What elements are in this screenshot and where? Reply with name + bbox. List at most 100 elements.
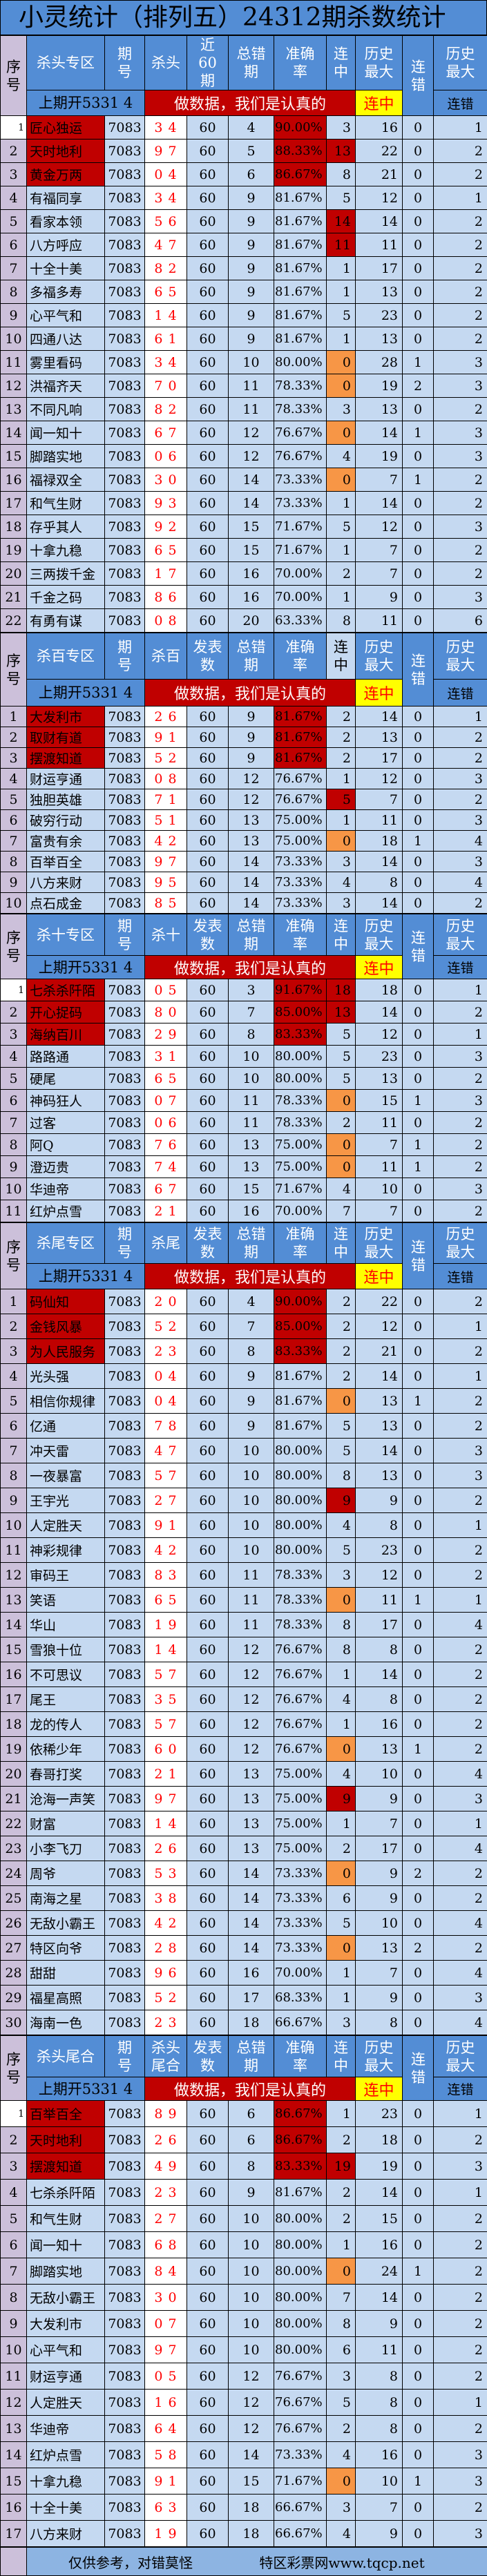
header-history-max: 历史最大 xyxy=(356,914,403,956)
row-history-max: 14 xyxy=(356,1439,403,1463)
row-accuracy: 81.67% xyxy=(274,210,327,233)
row-history-max: 11 xyxy=(356,609,403,633)
row-history-max: 13 xyxy=(356,327,403,351)
row-errors: 10 xyxy=(229,1046,274,1068)
row-period: 7083 xyxy=(105,1538,145,1563)
row-history-max: 8 xyxy=(356,2363,403,2390)
row-name: 周爷 xyxy=(27,1861,105,1886)
row-miss: 1 xyxy=(403,2468,434,2495)
row-streak: 5 xyxy=(327,1911,356,1936)
row-seq: 14 xyxy=(1,421,27,445)
row-history-max: 8 xyxy=(356,1637,403,1662)
row-kill-digits: 0 6 xyxy=(145,445,187,468)
row-history-max-miss: 2 xyxy=(434,1414,487,1439)
row-kill-digits: 0 8 xyxy=(145,609,187,633)
row-count: 60 xyxy=(187,2442,229,2468)
row-period: 7083 xyxy=(105,1090,145,1112)
table-row: 6 神码狂人 7083 0 7 60 11 78.33% 0 15 1 3 xyxy=(1,1090,487,1112)
row-errors: 10 xyxy=(229,1538,274,1563)
row-seq: 12 xyxy=(1,1563,27,1588)
row-miss: 0 xyxy=(403,1836,434,1861)
row-errors: 11 xyxy=(229,398,274,421)
row-count: 60 xyxy=(187,727,229,748)
row-history-max-miss: 2 xyxy=(434,1389,487,1414)
row-streak: 4 xyxy=(327,2521,356,2547)
row-errors: 6 xyxy=(229,163,274,186)
row-count: 60 xyxy=(187,789,229,810)
row-errors: 9 xyxy=(229,1389,274,1414)
row-errors: 16 xyxy=(229,1200,274,1222)
header-history-max: 历史最大 xyxy=(356,1223,403,1264)
row-name: 金钱风暴 xyxy=(27,1314,105,1339)
row-errors: 10 xyxy=(229,2206,274,2232)
row-kill-digits: 2 3 xyxy=(145,2180,187,2206)
row-count: 60 xyxy=(187,1488,229,1513)
row-count: 60 xyxy=(187,1637,229,1662)
row-accuracy: 81.67% xyxy=(274,748,327,769)
row-period: 7083 xyxy=(105,2416,145,2442)
row-count: 60 xyxy=(187,852,229,872)
row-history-max: 10 xyxy=(356,1178,403,1200)
row-accuracy: 68.33% xyxy=(274,1986,327,2010)
row-count: 60 xyxy=(187,2180,229,2206)
row-history-max-miss: 3 xyxy=(434,852,487,872)
row-period: 7083 xyxy=(105,2442,145,2468)
row-kill-digits: 1 4 xyxy=(145,1637,187,1662)
row-history-max-miss: 1 xyxy=(434,979,487,1001)
row-name: 福禄双全 xyxy=(27,468,105,492)
row-seq: 15 xyxy=(1,445,27,468)
row-history-max-miss: 2 xyxy=(434,1712,487,1737)
row-history-max: 28 xyxy=(356,351,403,374)
row-count: 60 xyxy=(187,586,229,609)
row-kill-digits: 8 3 xyxy=(145,1563,187,1588)
row-accuracy: 76.67% xyxy=(274,445,327,468)
row-history-max: 9 xyxy=(356,1787,403,1811)
row-seq: 10 xyxy=(1,893,27,914)
row-accuracy: 80.00% xyxy=(274,1513,327,1538)
row-history-max: 11 xyxy=(356,233,403,257)
row-history-max-miss: 4 xyxy=(434,1961,487,1986)
row-miss: 0 xyxy=(403,789,434,810)
row-miss: 1 xyxy=(403,421,434,445)
row-name: 七杀杀阡陌 xyxy=(27,979,105,1001)
row-seq: 12 xyxy=(1,374,27,398)
row-miss: 0 xyxy=(403,748,434,769)
row-streak: 18 xyxy=(327,979,356,1001)
row-errors: 12 xyxy=(229,421,274,445)
row-streak: 1 xyxy=(327,1712,356,1737)
row-accuracy: 86.67% xyxy=(274,2101,327,2127)
table-row: 11 神彩规律 7083 4 2 60 10 80.00% 5 23 0 2 xyxy=(1,1538,487,1563)
row-name: 小李飞刀 xyxy=(27,1836,105,1861)
table-row: 9 大发利市 7083 0 7 60 10 80.00% 8 9 0 2 xyxy=(1,2311,487,2337)
row-history-max: 8 xyxy=(356,2416,403,2442)
row-accuracy: 81.67% xyxy=(274,1414,327,1439)
row-count: 60 xyxy=(187,468,229,492)
row-history-max: 8 xyxy=(356,1513,403,1538)
row-name: 八方呼应 xyxy=(27,233,105,257)
header-kill: 杀头尾合 xyxy=(145,2036,187,2077)
row-kill-digits: 2 9 xyxy=(145,1023,187,1046)
row-accuracy: 90.00% xyxy=(274,116,327,140)
row-errors: 17 xyxy=(229,1986,274,2010)
row-history-max: 19 xyxy=(356,2153,403,2180)
row-count: 60 xyxy=(187,1687,229,1712)
row-streak: 1 xyxy=(327,492,356,515)
row-count: 60 xyxy=(187,140,229,163)
row-history-max-miss: 3 xyxy=(434,1986,487,2010)
row-errors: 7 xyxy=(229,1001,274,1023)
row-errors: 14 xyxy=(229,1861,274,1886)
row-kill-digits: 3 1 xyxy=(145,1046,187,1068)
row-period: 7083 xyxy=(105,2495,145,2521)
row-streak: 8 xyxy=(327,1463,356,1488)
row-history-max-miss: 2 xyxy=(434,2285,487,2311)
row-streak: 2 xyxy=(327,707,356,727)
row-streak: 5 xyxy=(327,789,356,810)
row-count: 60 xyxy=(187,609,229,633)
row-seq: 22 xyxy=(1,1811,27,1836)
table-row: 9 八方来财 7083 9 5 60 14 73.33% 4 8 0 4 xyxy=(1,872,487,893)
row-period: 7083 xyxy=(105,163,145,186)
row-streak: 1 xyxy=(327,1662,356,1687)
row-miss: 0 xyxy=(403,539,434,562)
row-history-max-miss: 4 xyxy=(434,1911,487,1936)
row-seq: 8 xyxy=(1,1463,27,1488)
